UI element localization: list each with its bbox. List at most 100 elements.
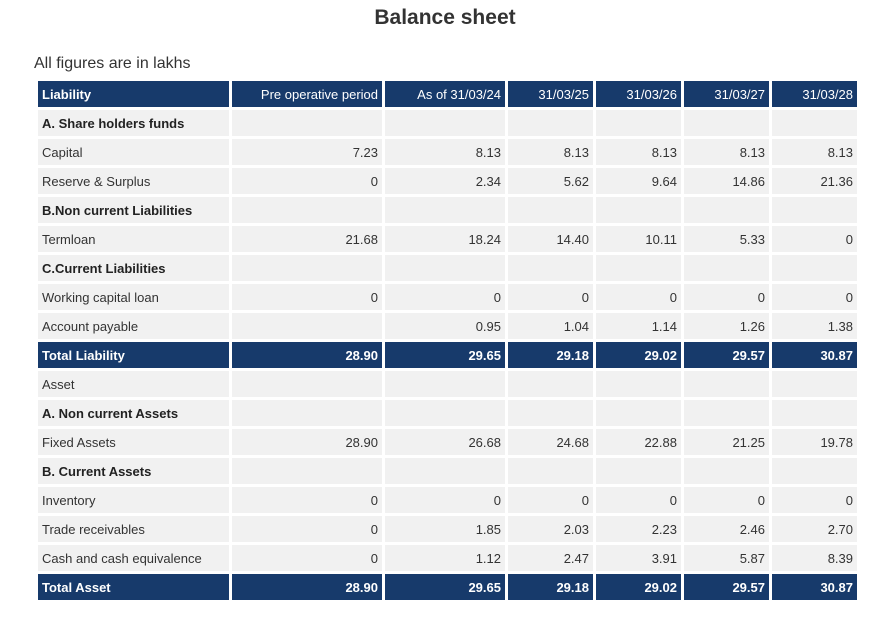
section-header-row: C.Current Liabilities bbox=[38, 255, 857, 281]
table-cell bbox=[232, 255, 382, 281]
table-cell: 0 bbox=[684, 284, 769, 310]
table-cell bbox=[385, 197, 505, 223]
table-cell bbox=[772, 110, 857, 136]
table-cell bbox=[232, 313, 382, 339]
table-cell bbox=[232, 458, 382, 484]
row-label: B. Current Assets bbox=[38, 458, 229, 484]
table-header-row: Liability Pre operative period As of 31/… bbox=[38, 81, 857, 107]
table-cell bbox=[385, 458, 505, 484]
table-cell: 8.13 bbox=[596, 139, 681, 165]
table-cell: 14.40 bbox=[508, 226, 593, 252]
table-cell: 0 bbox=[232, 545, 382, 571]
table-cell: 0 bbox=[232, 516, 382, 542]
table-cell: 29.02 bbox=[596, 574, 681, 600]
column-header: 31/03/26 bbox=[596, 81, 681, 107]
table-cell: 0 bbox=[385, 284, 505, 310]
table-row: Cash and cash equivalence 0 1.12 2.47 3.91 5.… bbox=[38, 545, 857, 571]
table-cell: 19.78 bbox=[772, 429, 857, 455]
column-header: Pre operative period bbox=[232, 81, 382, 107]
table-cell bbox=[772, 255, 857, 281]
table-row: Working capital loan 0 0 0 0 0 0 bbox=[38, 284, 857, 310]
table-cell: 14.86 bbox=[684, 168, 769, 194]
table-cell: 1.85 bbox=[385, 516, 505, 542]
table-cell: 1.14 bbox=[596, 313, 681, 339]
section-header-row: B.Non current Liabilities bbox=[38, 197, 857, 223]
table-cell: 10.11 bbox=[596, 226, 681, 252]
table-cell: 29.57 bbox=[684, 342, 769, 368]
units-note: All figures are in lakhs bbox=[34, 55, 191, 72]
table-cell: 8.13 bbox=[684, 139, 769, 165]
column-header: 31/03/27 bbox=[684, 81, 769, 107]
row-label: Working capital loan bbox=[38, 284, 229, 310]
table-cell: 0.95 bbox=[385, 313, 505, 339]
table-cell bbox=[684, 197, 769, 223]
table-cell bbox=[232, 110, 382, 136]
table-row: Termloan 21.68 18.24 14.40 10.11 5.33 0 bbox=[38, 226, 857, 252]
table-cell: 21.68 bbox=[232, 226, 382, 252]
table-cell: 29.02 bbox=[596, 342, 681, 368]
table-cell: 0 bbox=[684, 487, 769, 513]
table-cell: 0 bbox=[508, 284, 593, 310]
table-cell: 0 bbox=[232, 284, 382, 310]
table-cell bbox=[232, 400, 382, 426]
table-cell: 7.23 bbox=[232, 139, 382, 165]
table-cell: 30.87 bbox=[772, 342, 857, 368]
table-cell: 5.87 bbox=[684, 545, 769, 571]
row-label: B.Non current Liabilities bbox=[38, 197, 229, 223]
table-cell bbox=[385, 371, 505, 397]
table-row: Reserve & Surplus 0 2.34 5.62 9.64 14.86 21.36 bbox=[38, 168, 857, 194]
table-cell bbox=[508, 371, 593, 397]
table-cell bbox=[385, 255, 505, 281]
table-cell: 2.70 bbox=[772, 516, 857, 542]
table-cell: 3.91 bbox=[596, 545, 681, 571]
column-header: Liability bbox=[38, 81, 229, 107]
table-row: Fixed Assets 28.90 26.68 24.68 22.88 21.25 19.… bbox=[38, 429, 857, 455]
table-cell: 1.38 bbox=[772, 313, 857, 339]
column-header: As of 31/03/24 bbox=[385, 81, 505, 107]
table-cell bbox=[684, 371, 769, 397]
table-row: Account payable 0.95 1.04 1.14 1.26 1.38 bbox=[38, 313, 857, 339]
table-cell: 21.36 bbox=[772, 168, 857, 194]
table-cell bbox=[508, 197, 593, 223]
row-label: Cash and cash equivalence bbox=[38, 545, 229, 571]
table-cell: 21.25 bbox=[684, 429, 769, 455]
table-cell: 0 bbox=[385, 487, 505, 513]
row-label: Total Asset bbox=[38, 574, 229, 600]
table-cell: 8.13 bbox=[508, 139, 593, 165]
table-cell: 0 bbox=[596, 284, 681, 310]
table-cell: 29.18 bbox=[508, 342, 593, 368]
table-cell: 2.46 bbox=[684, 516, 769, 542]
table-cell: 28.90 bbox=[232, 342, 382, 368]
table-cell bbox=[508, 400, 593, 426]
row-label: Inventory bbox=[38, 487, 229, 513]
table-cell: 28.90 bbox=[232, 429, 382, 455]
table-cell: 5.62 bbox=[508, 168, 593, 194]
total-row: Total Liability 28.90 29.65 29.18 29.02 29.57… bbox=[38, 342, 857, 368]
table-cell: 29.65 bbox=[385, 342, 505, 368]
table-cell: 8.13 bbox=[385, 139, 505, 165]
row-label: Fixed Assets bbox=[38, 429, 229, 455]
table-cell bbox=[596, 110, 681, 136]
table-cell: 8.39 bbox=[772, 545, 857, 571]
page-title: Balance sheet bbox=[374, 6, 516, 29]
table-cell: 0 bbox=[772, 284, 857, 310]
table-cell bbox=[596, 458, 681, 484]
table-cell bbox=[385, 400, 505, 426]
row-label: Termloan bbox=[38, 226, 229, 252]
table-cell: 29.57 bbox=[684, 574, 769, 600]
table-row: Asset bbox=[38, 371, 857, 397]
table-cell bbox=[508, 255, 593, 281]
table-cell: 26.68 bbox=[385, 429, 505, 455]
table-cell: 0 bbox=[508, 487, 593, 513]
table-cell bbox=[385, 110, 505, 136]
row-label: A. Non current Assets bbox=[38, 400, 229, 426]
table-cell: 30.87 bbox=[772, 574, 857, 600]
table-cell: 9.64 bbox=[596, 168, 681, 194]
table-cell: 0 bbox=[596, 487, 681, 513]
row-label: Total Liability bbox=[38, 342, 229, 368]
row-label: A. Share holders funds bbox=[38, 110, 229, 136]
table-cell: 2.47 bbox=[508, 545, 593, 571]
table-cell bbox=[684, 255, 769, 281]
column-header: 31/03/25 bbox=[508, 81, 593, 107]
row-label: Reserve & Surplus bbox=[38, 168, 229, 194]
